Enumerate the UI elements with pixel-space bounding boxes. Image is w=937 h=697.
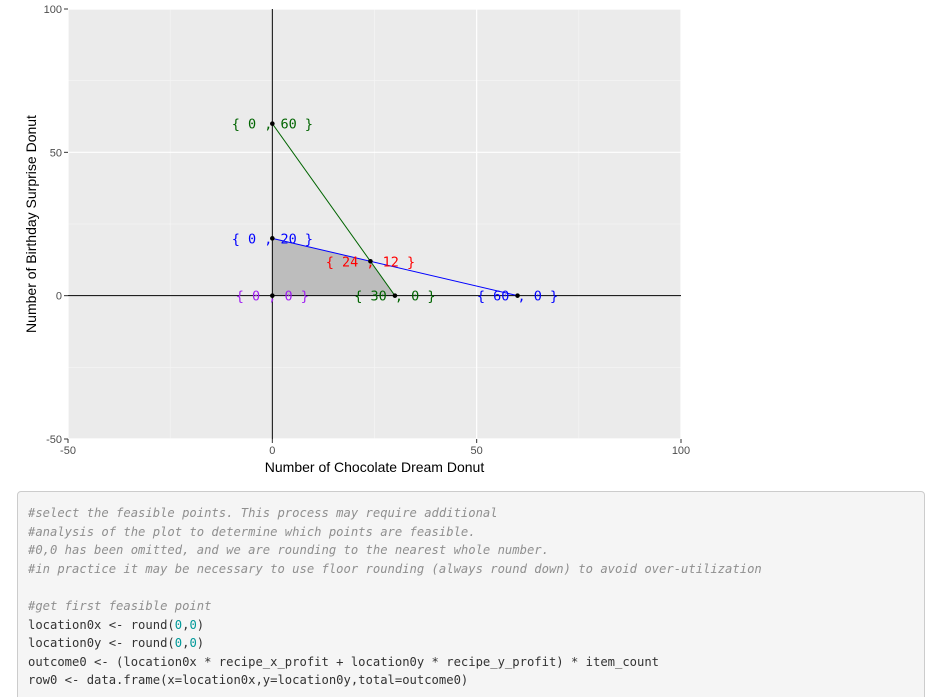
code-comment: #0,0 has been omitted, and we are roundi… xyxy=(28,543,549,558)
code-line xyxy=(28,578,914,597)
code-number: 0 xyxy=(189,617,197,632)
code-text: outcome0 <- (location0x * recipe_x_profi… xyxy=(28,654,660,669)
x-tick-label: 0 xyxy=(269,445,275,457)
corner-point xyxy=(368,258,373,264)
constraint-line-2 xyxy=(272,237,518,297)
point-label: { 30 , 0 } xyxy=(354,289,435,305)
code-line: #get first feasible point xyxy=(28,597,914,616)
y-tick-label: -50 xyxy=(46,434,62,446)
point-label: { 0 , 60 } xyxy=(232,117,313,133)
x-tick-label: 100 xyxy=(672,445,690,457)
code-comment: #in practice it may be necessary to use … xyxy=(28,561,762,576)
corner-point xyxy=(270,121,275,126)
x-axis-title: Number of Chocolate Dream Donut xyxy=(265,459,485,475)
code-comment: #select the feasible points. This proces… xyxy=(28,506,498,520)
code-text: row0 <- data.frame(x=location0x,y=locati… xyxy=(28,673,469,688)
point-label: { 60 , 0 } xyxy=(477,289,558,305)
code-comment: #analysis of the plot to determine which… xyxy=(28,524,476,539)
corner-point xyxy=(270,293,275,298)
code-number: 0 xyxy=(174,617,183,632)
y-axis-title: Number of Birthday Surprise Donut xyxy=(23,115,39,333)
feasibility-chart: { 0 , 60 } { 0 , 20 } { 24 , 12 } { 0 , 0 }… xyxy=(23,4,690,475)
corner-point xyxy=(270,236,275,241)
code-line: location0y <- round(0,0) xyxy=(28,634,914,653)
code-text: ) xyxy=(196,617,205,632)
y-tick-label: 100 xyxy=(44,4,62,16)
code-line: outcome0 <- (location0x * recipe_x_profi… xyxy=(28,653,914,672)
code-line: #select the feasible points. This proces… xyxy=(28,504,914,523)
corner-point xyxy=(392,293,398,298)
code-number: 0 xyxy=(189,636,197,651)
code-block: #select the feasible points. This proces… xyxy=(17,491,925,697)
code-number: 0 xyxy=(174,636,183,651)
corner-point xyxy=(515,293,520,298)
code-line: #analysis of the plot to determine which… xyxy=(28,523,914,542)
y-tick-label: 0 xyxy=(56,291,62,303)
y-tick-label: 50 xyxy=(50,147,62,159)
code-comment: #get first feasible point xyxy=(28,598,212,613)
point-label: { 0 , 0 } xyxy=(236,289,309,305)
code-line: #0,0 has been omitted, and we are roundi… xyxy=(28,541,914,560)
x-tick-label: 50 xyxy=(471,445,483,457)
point-label: { 0 , 20 } xyxy=(232,231,313,247)
point-label: { 24 , 12 } xyxy=(326,254,415,270)
constraint-line-1 xyxy=(271,123,396,296)
code-text: ) xyxy=(196,636,205,651)
x-tick-label: -50 xyxy=(60,445,76,457)
code-line: location0x <- round(0,0) xyxy=(28,616,914,635)
code-text: location0x <- round( xyxy=(28,617,175,632)
code-line: row0 <- data.frame(x=location0x,y=locati… xyxy=(28,671,914,690)
code-line: #in practice it may be necessary to use … xyxy=(28,560,914,579)
code-text: location0y <- round( xyxy=(28,636,175,651)
feasible-region xyxy=(272,238,395,296)
code-text: , xyxy=(182,617,190,632)
code-text: , xyxy=(182,636,190,651)
